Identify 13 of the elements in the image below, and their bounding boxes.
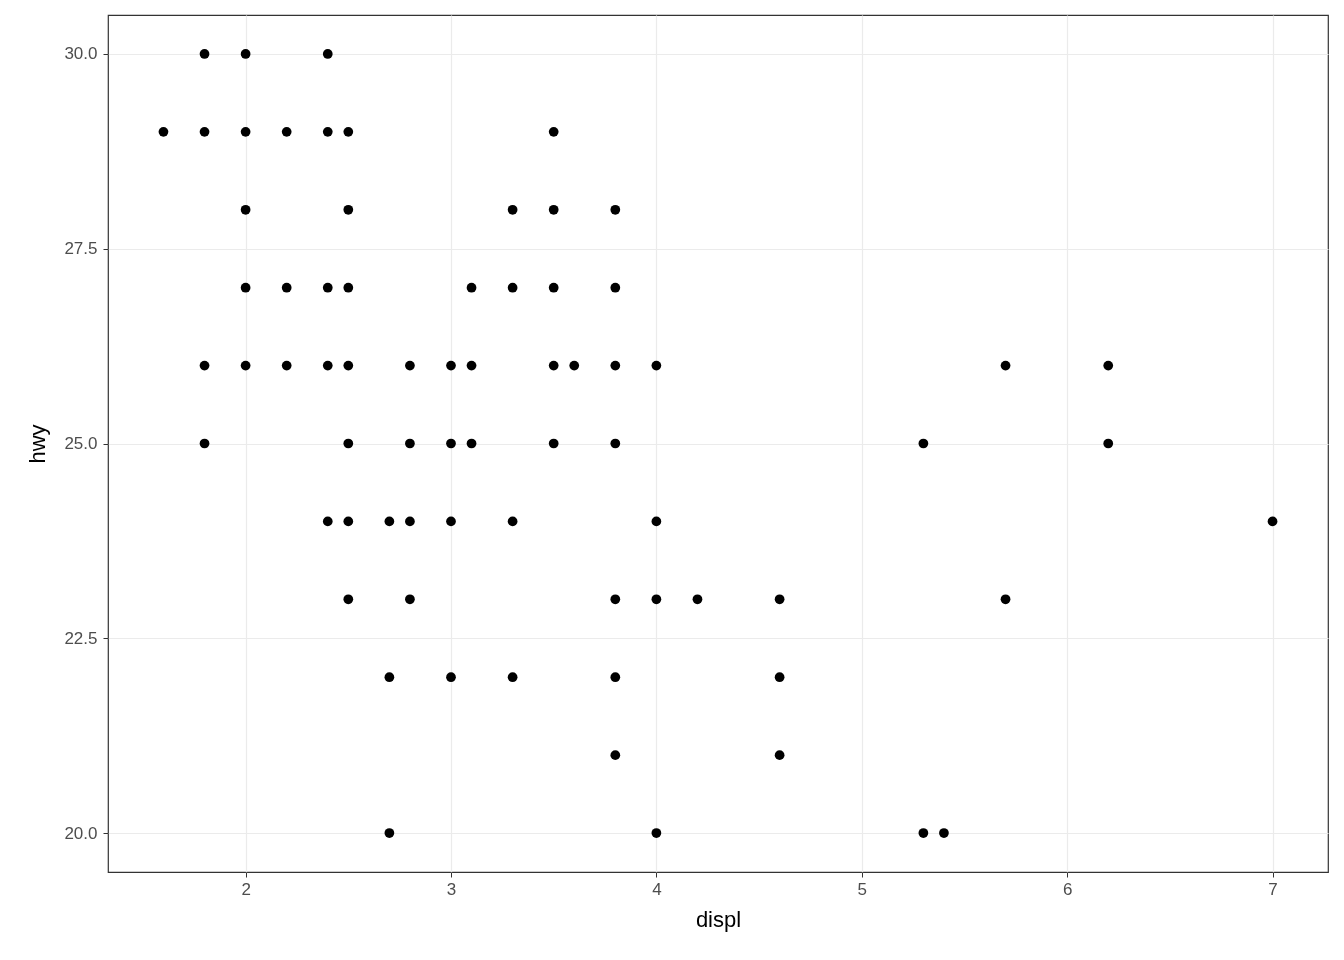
- x-axis-title: displ: [695, 906, 742, 932]
- x-tick-label: 2: [241, 879, 251, 899]
- y-tick-label: 25.0: [64, 434, 98, 453]
- y-tick-label: 27.5: [64, 239, 98, 259]
- x-tick-label: 6: [1062, 879, 1073, 899]
- x-tick-label: 3: [446, 879, 457, 899]
- y-tick-label: 20.0: [64, 823, 98, 843]
- y-tick-label: 22.5: [64, 628, 98, 648]
- x-tick-label: 7: [1268, 879, 1278, 899]
- y-axis-title: hwy: [25, 424, 51, 464]
- y-tick-label: 30.0: [64, 44, 98, 64]
- x-tick-label: 4: [652, 879, 662, 899]
- x-tick-label: 5: [857, 879, 868, 899]
